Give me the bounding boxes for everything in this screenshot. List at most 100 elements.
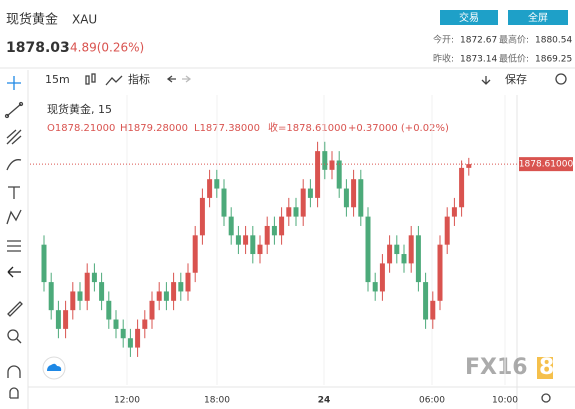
- candle-body: [408, 235, 414, 264]
- candle-body: [55, 310, 61, 329]
- stat-label: 昨收:: [433, 53, 454, 65]
- candle-body: [48, 282, 54, 311]
- stat-value: 1869.25: [535, 55, 572, 65]
- ohlc-high: H1879.28000: [120, 123, 188, 134]
- candle-body: [221, 188, 227, 217]
- candle-body: [286, 207, 292, 217]
- candle-body: [379, 263, 385, 292]
- save[interactable]: 保存: [505, 72, 527, 86]
- stat-label: 最高价:: [499, 34, 529, 46]
- candle-body: [185, 272, 191, 292]
- x-tick-label: 24: [318, 396, 331, 406]
- save-icon[interactable]: [481, 76, 491, 85]
- candle-body: [199, 197, 205, 236]
- candle-body: [84, 272, 90, 301]
- price: 1878.03: [6, 40, 70, 56]
- ohlc-low: L1877.38000: [194, 123, 260, 134]
- settings[interactable]: [555, 73, 567, 85]
- indicators[interactable]: 指标: [128, 72, 150, 86]
- price-change: 4.89(0.26%): [70, 41, 144, 55]
- candle-body: [257, 244, 263, 255]
- stat-label: 今开:: [433, 34, 454, 46]
- stat-label: 最低价:: [499, 53, 529, 65]
- indicator-icon[interactable]: [105, 75, 123, 86]
- candle-body: [437, 244, 443, 301]
- ohlc-change: +0.37000 (+0.02%): [348, 123, 449, 134]
- redo: [182, 75, 192, 83]
- instrument-name: 现货黄金: [6, 12, 58, 28]
- candle-body: [250, 235, 256, 255]
- logo: FX16: [465, 355, 528, 380]
- candle-body: [351, 179, 357, 208]
- candle-body: [135, 328, 141, 348]
- candle-body: [329, 160, 335, 170]
- candle-body: [401, 254, 407, 264]
- ohlc-close: 收=1878.61000: [268, 121, 347, 134]
- candle-body: [99, 282, 105, 301]
- candle-body: [415, 235, 421, 283]
- x-tick-label: 12:00: [114, 396, 140, 406]
- candle-body: [106, 300, 112, 320]
- candle-body: [343, 188, 349, 208]
- candle-body: [178, 282, 184, 292]
- candle-body: [70, 291, 76, 311]
- candle-body: [149, 300, 155, 320]
- left-toolbar[interactable]: [4, 76, 24, 399]
- candle-body: [466, 164, 472, 168]
- candle-body: [120, 328, 126, 339]
- candle-body: [279, 216, 285, 236]
- stat-value: 1873.14: [460, 55, 497, 65]
- candle-body: [459, 167, 465, 208]
- candle-body: [365, 216, 371, 283]
- candle-body: [444, 216, 450, 245]
- fullscreen-button[interactable]: [508, 10, 568, 25]
- candle-body: [387, 244, 393, 264]
- candle-body: [372, 282, 378, 292]
- cloud-icon: [47, 363, 62, 371]
- candle-body: [264, 225, 270, 245]
- candle-body: [41, 244, 47, 283]
- logo-box: [537, 357, 553, 379]
- candle-body: [293, 207, 299, 217]
- trade-button[interactable]: [440, 10, 498, 25]
- x-tick-label: 18:00: [204, 396, 230, 406]
- candle-body: [171, 282, 177, 301]
- undo[interactable]: [166, 75, 176, 83]
- x-tick-label: 06:00: [419, 396, 445, 406]
- candle-body: [77, 291, 83, 301]
- chart-title: 现货黄金, 15: [47, 102, 112, 116]
- candle-body: [127, 338, 133, 348]
- chart-type-icon[interactable]: [85, 73, 96, 85]
- candle-body: [271, 225, 277, 236]
- candle-body: [358, 179, 364, 217]
- instrument-symbol: XAU: [72, 13, 97, 27]
- candle-body: [156, 291, 162, 301]
- ohlc-open: O1878.21000: [47, 123, 115, 134]
- stat-value: 1880.54: [535, 36, 572, 46]
- trade-button-label[interactable]: 交易: [459, 11, 479, 24]
- candle-body: [91, 272, 97, 283]
- candle-body: [307, 188, 313, 198]
- stat-value: 1872.67: [460, 36, 497, 46]
- candle-body: [394, 244, 400, 255]
- candle-body: [163, 291, 169, 301]
- candle-body: [322, 151, 328, 170]
- candle-body: [243, 235, 249, 245]
- candle-body: [214, 179, 220, 189]
- logo-digit: 8: [539, 355, 554, 380]
- axis-settings[interactable]: [541, 393, 551, 403]
- interval[interactable]: 15m: [45, 73, 70, 86]
- candle-body: [228, 216, 234, 236]
- candle-body: [430, 300, 436, 320]
- fullscreen-button-label[interactable]: 全屏: [528, 11, 548, 24]
- candle-body: [63, 310, 69, 329]
- x-tick-label: 10:00: [492, 396, 518, 406]
- candle-body: [235, 235, 241, 245]
- candle-body: [336, 160, 342, 189]
- candle-body: [192, 235, 198, 273]
- candle-body: [315, 151, 321, 198]
- last-price-label: 1878.61000: [519, 160, 574, 170]
- candle-body: [300, 188, 306, 217]
